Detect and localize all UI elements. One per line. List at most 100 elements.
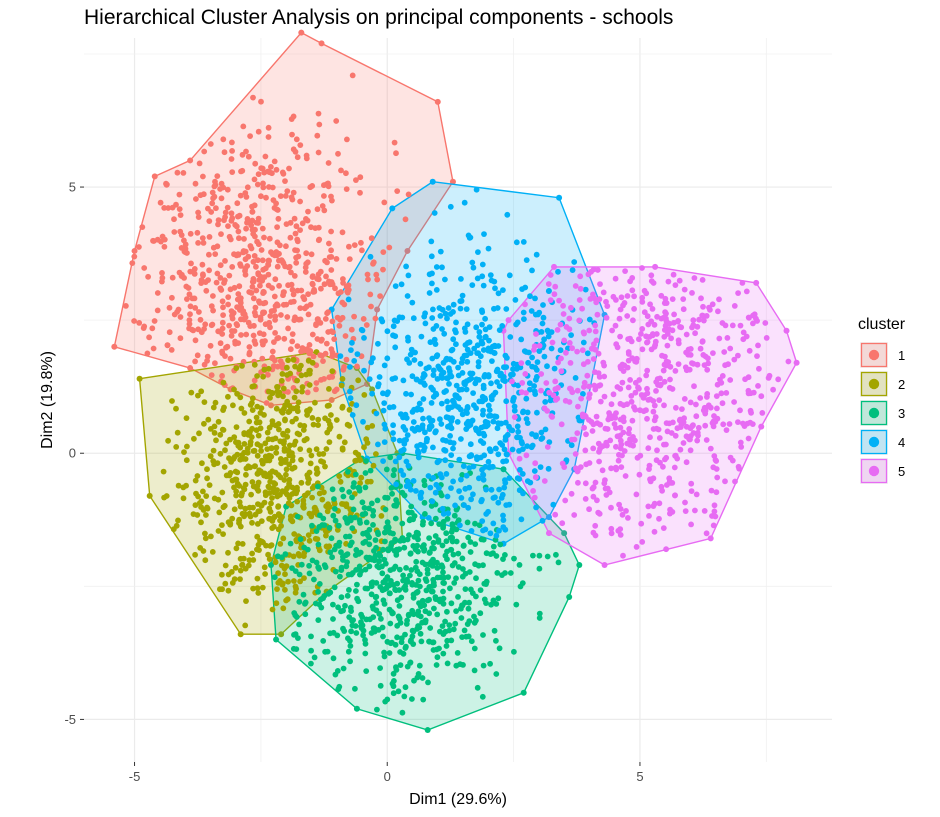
cluster-4-point [496, 327, 503, 333]
cluster-4-point [462, 485, 469, 492]
cluster-5-point [541, 478, 548, 484]
cluster-2-point [208, 533, 214, 540]
cluster-2-point [315, 416, 322, 423]
cluster-2-point [277, 517, 283, 524]
cluster-1-point [285, 325, 291, 332]
cluster-4-point [454, 394, 461, 401]
cluster-3-point [376, 550, 383, 557]
cluster-2-point [367, 478, 374, 485]
cluster-4-point [367, 253, 374, 260]
cluster-1-point [274, 224, 280, 231]
cluster-1-point [257, 314, 264, 321]
cluster-3-point [459, 472, 466, 478]
cluster-1-point [368, 303, 374, 310]
cluster-2-point [292, 363, 298, 370]
cluster-3-point [351, 480, 357, 486]
cluster-5-point [698, 295, 704, 302]
cluster-3-point [343, 563, 350, 570]
cluster-5-point [652, 338, 659, 345]
cluster-1-point [251, 253, 258, 259]
cluster-5-point [629, 287, 636, 294]
cluster-3-point [394, 580, 401, 587]
legend-item-3: 3 [860, 400, 905, 426]
cluster-2-point [259, 457, 265, 464]
cluster-1-point [276, 282, 282, 289]
cluster-4-point [469, 417, 476, 424]
cluster-2-point [287, 370, 293, 377]
cluster-3-point [432, 515, 439, 522]
cluster-5-point [594, 311, 601, 318]
cluster-4-point [536, 309, 543, 316]
cluster-5-point [677, 446, 684, 453]
cluster-5-point [703, 530, 710, 537]
cluster-2-point [271, 514, 277, 521]
cluster-3-point [356, 517, 363, 524]
cluster-2-point [305, 475, 311, 481]
cluster-1-point [256, 300, 263, 306]
cluster-1-point [303, 155, 310, 162]
cluster-5-hull-point [505, 317, 512, 324]
cluster-3-point [426, 610, 433, 617]
cluster-1-point [294, 236, 301, 243]
cluster-4-point [430, 326, 437, 332]
cluster-2-point [205, 416, 212, 423]
cluster-1-point [339, 229, 346, 236]
cluster-3-point [401, 544, 408, 551]
cluster-1-point [254, 181, 261, 188]
cluster-2-point [293, 490, 299, 497]
cluster-4-point [470, 264, 477, 271]
legend-key-dot [868, 349, 880, 361]
cluster-5-point [601, 362, 607, 369]
cluster-4-point [506, 272, 513, 279]
cluster-2-point [324, 403, 331, 409]
cluster-2-point [215, 528, 222, 534]
cluster-1-point [313, 386, 319, 393]
cluster-4-point [481, 231, 487, 238]
cluster-2-point [258, 518, 265, 524]
cluster-1-point [187, 230, 194, 237]
cluster-2-point [273, 405, 280, 412]
cluster-4-point [445, 423, 452, 430]
cluster-4-point [501, 364, 507, 371]
cluster-4-point [380, 407, 387, 414]
cluster-3-point [359, 499, 366, 506]
cluster-5-point [645, 445, 652, 452]
cluster-1-point [253, 219, 260, 226]
cluster-5-point [549, 339, 556, 346]
cluster-4-point [409, 409, 416, 415]
cluster-1-point [191, 295, 198, 302]
cluster-3-point [354, 581, 360, 588]
cluster-3-point [444, 660, 451, 667]
cluster-3-hull-point [576, 562, 583, 569]
cluster-2-point [219, 522, 225, 528]
cluster-2-point [263, 542, 269, 549]
cluster-5-point [562, 397, 569, 404]
cluster-3-point [349, 525, 356, 532]
cluster-4-point [440, 510, 447, 517]
cluster-3-point [331, 584, 338, 591]
cluster-3-point [376, 564, 382, 571]
cluster-5-point [661, 327, 668, 333]
cluster-1-point [218, 195, 225, 202]
cluster-3-point [467, 539, 474, 545]
cluster-2-point [193, 490, 199, 497]
cluster-5-point [744, 420, 751, 427]
cluster-3-point [404, 617, 410, 624]
cluster-4-point [429, 270, 435, 277]
cluster-5-point [628, 398, 635, 405]
cluster-4-point [580, 339, 587, 346]
cluster-1-point [233, 252, 240, 259]
cluster-4-point [428, 423, 435, 430]
cluster-1-point [336, 322, 343, 329]
cluster-5-point [683, 423, 690, 430]
cluster-3-point [382, 538, 388, 545]
cluster-4-point [435, 363, 442, 370]
cluster-5-point [615, 457, 622, 464]
cluster-3-point [322, 564, 329, 571]
cluster-1-point [215, 221, 221, 228]
cluster-5-point [672, 282, 679, 288]
cluster-4-point [434, 376, 441, 382]
cluster-1-point [206, 218, 213, 225]
cluster-5-point [663, 420, 670, 426]
cluster-1-point [254, 257, 261, 264]
